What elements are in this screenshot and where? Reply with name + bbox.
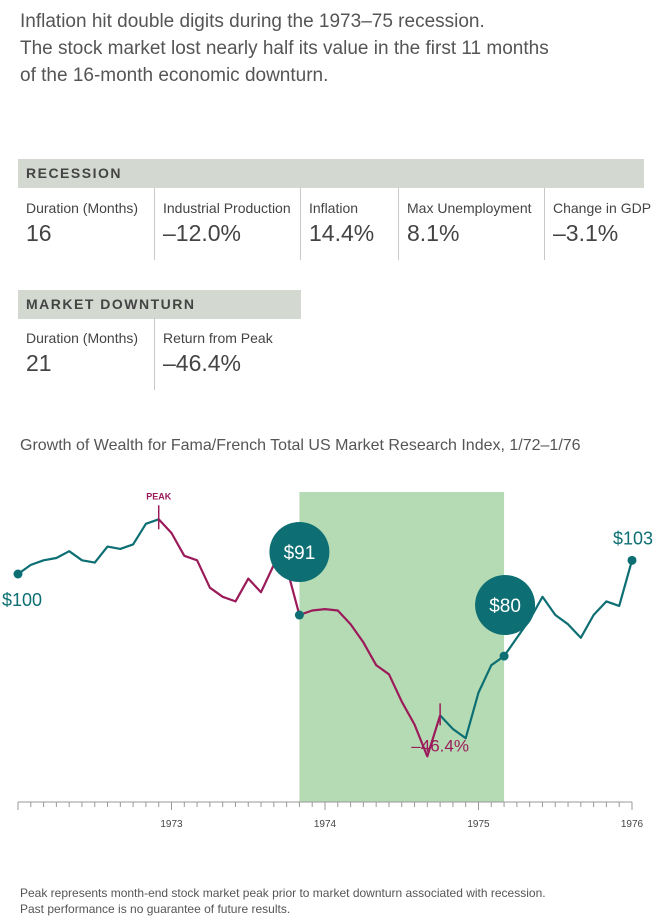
x-tick-label: 1973 [160,819,183,830]
intro-text: Inflation hit double digits during the 1… [20,8,640,89]
stat-label: Max Unemployment [407,200,532,216]
recession-shade [299,492,505,802]
recession-max-unemployment: Max Unemployment 8.1% [398,188,544,260]
end-point [627,555,637,565]
x-tick-label: 1976 [621,819,644,830]
stat-value: 14.4% [309,220,375,246]
recession-end-point [499,651,509,661]
start-point [13,569,23,579]
stat-value: 8.1% [407,220,460,246]
stat-label: Industrial Production [163,200,291,216]
recession-heading: RECESSION [18,159,644,188]
series-line-rise [17,518,160,575]
stat-value: –12.0% [163,220,242,246]
chart-title: Growth of Wealth for Fama/French Total U… [20,437,581,454]
recession-stats: Duration (Months) 16 Industrial Producti… [18,188,652,260]
intro-line-2: The stock market lost nearly half its va… [20,38,549,59]
x-tick-label: 1975 [467,819,490,830]
stat-label: Return from Peak [163,330,273,346]
intro-line-3: of the 16-month economic downturn. [20,65,329,86]
stat-value: 21 [26,350,52,376]
intro-line-1: Inflation hit double digits during the 1… [20,11,485,32]
footnote-line-2: Past performance is no guarantee of futu… [20,902,291,916]
recession-start-badge-circle [269,522,330,582]
recession-inflation: Inflation 14.4% [300,188,398,260]
recession-industrial-production: Industrial Production –12.0% [154,188,300,260]
start-value-label: $100 [2,590,42,610]
stat-label: Change in GDP [553,200,652,216]
stat-label: Duration (Months) [26,200,139,216]
recession-end-badge-circle [475,575,536,635]
stat-label: Inflation [309,200,359,216]
series-line-recovery [439,560,634,740]
footnote-line-1: Peak represents month-end stock market p… [20,886,546,900]
recession-duration: Duration (Months) 16 [18,188,154,260]
stat-value: –3.1% [553,220,619,246]
recession-start-point [294,610,304,620]
stat-label: Duration (Months) [26,330,139,346]
series-line-decline [299,608,442,758]
downturn-return-from-peak: Return from Peak –46.4% [154,318,300,390]
stat-value: –46.4% [163,350,242,376]
recession-end-badge-label: $80 [489,596,521,617]
recession-start-badge-label: $91 [284,543,316,564]
x-tick-label: 1974 [314,819,337,830]
growth-of-wealth-chart: 1973 1974 1975 1976 PEAK –46.4% $100 $103 $91 $80 [2,491,653,830]
footnote: Peak represents month-end stock market p… [20,885,546,917]
downturn-duration: Duration (Months) 21 [18,318,154,390]
stat-value: 16 [26,220,52,246]
trough-label: –46.4% [411,736,469,755]
peak-label: PEAK [146,491,172,501]
recession-change-gdp: Change in GDP –3.1% [544,188,652,260]
end-value-label: $103 [613,528,653,548]
downturn-stats: Duration (Months) 21 Return from Peak –4… [18,318,300,390]
downturn-heading: MARKET DOWNTURN [18,290,301,319]
